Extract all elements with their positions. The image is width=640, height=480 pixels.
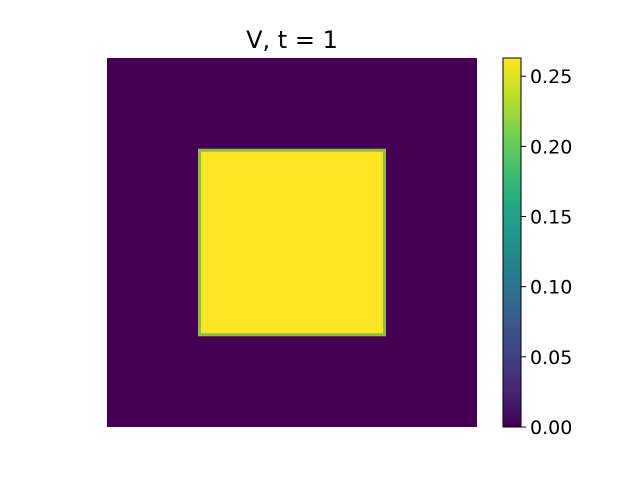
colorbar-tick-label: 0.00 — [530, 417, 572, 439]
colorbar-tick-label: 0.20 — [530, 136, 572, 158]
colorbar-tick-label: 0.10 — [530, 277, 572, 299]
colorbar-tick-label: 0.05 — [530, 347, 572, 369]
plot-area — [107, 58, 477, 427]
colorbar: 0.00 0.05 0.10 0.15 0.20 0.25 — [502, 57, 572, 439]
colorbar-tick-label: 0.15 — [530, 207, 572, 229]
heatmap-region-0 — [198, 148, 386, 337]
colorbar-gradient — [502, 57, 522, 428]
chart-title: V, t = 1 — [246, 26, 338, 54]
colorbar-tick-label: 0.25 — [530, 66, 572, 88]
